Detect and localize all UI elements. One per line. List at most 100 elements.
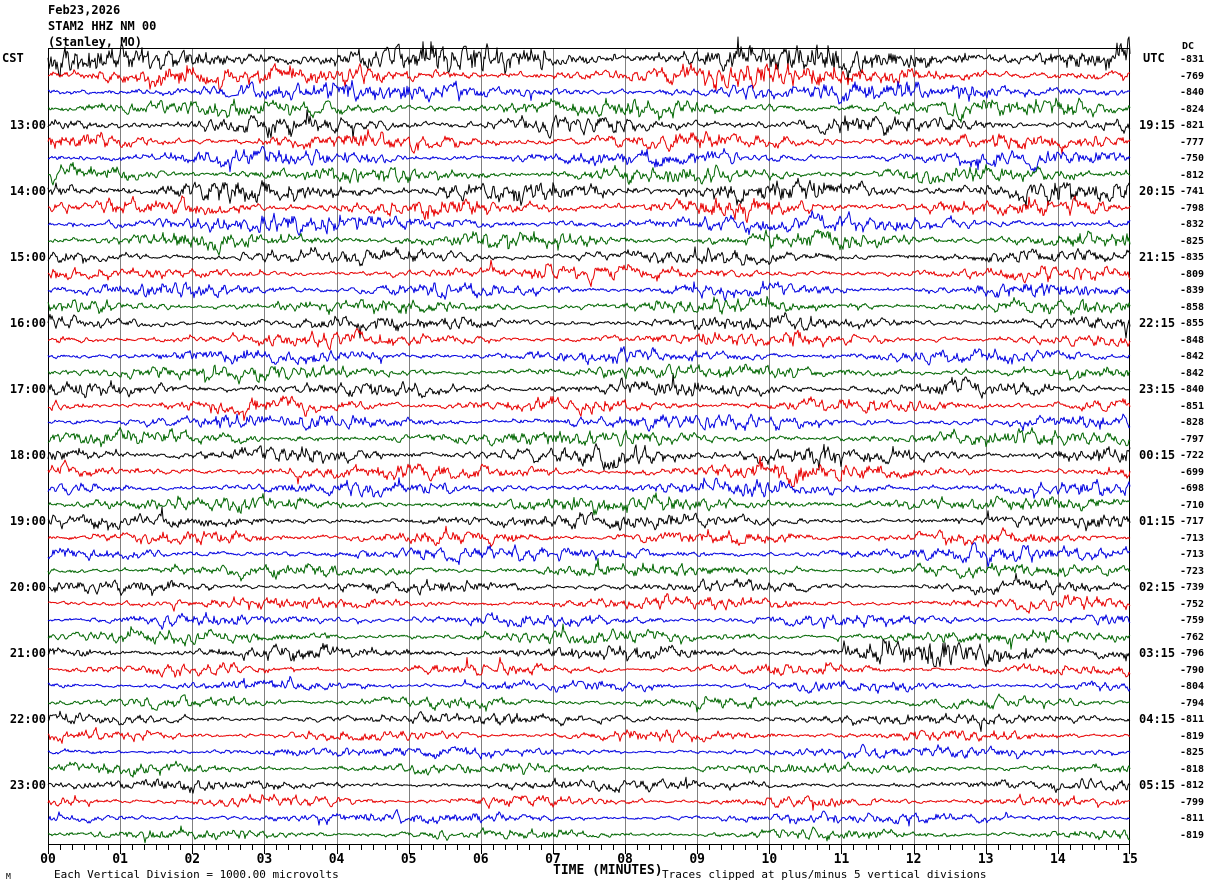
x-tick-label: 13 — [977, 852, 994, 867]
dc-offset-value: -818 — [1180, 763, 1205, 775]
dc-column-header: DC — [1182, 41, 1195, 52]
dc-offset-value: -835 — [1180, 252, 1205, 263]
trace-row-11 — [47, 210, 1131, 236]
left-axis-header: CST — [2, 51, 24, 65]
trace-row-32 — [47, 558, 1131, 582]
dc-offset-value: -858 — [1180, 301, 1205, 313]
trace-row-31 — [47, 542, 1131, 569]
dc-offset-value: -794 — [1180, 697, 1205, 709]
trace-row-33 — [47, 573, 1131, 597]
x-tick-label: 01 — [112, 852, 128, 867]
trace-row-46 — [47, 793, 1131, 811]
trace-row-34 — [48, 593, 1131, 614]
dc-offset-value: -821 — [1180, 120, 1205, 131]
trace-row-2 — [47, 63, 1131, 91]
trace-row-40 — [47, 693, 1130, 713]
x-tick-label: 06 — [472, 852, 489, 867]
trace-row-45 — [47, 776, 1131, 794]
dc-offset-value: -723 — [1180, 565, 1205, 577]
dc-offset-value: -741 — [1180, 186, 1205, 197]
trace-row-28 — [47, 492, 1130, 516]
trace-row-39 — [47, 675, 1131, 694]
dc-offset-value: -796 — [1180, 648, 1205, 659]
utc-time-label: 04:15 — [1139, 712, 1176, 726]
trace-row-47 — [47, 809, 1131, 827]
dc-offset-value: -828 — [1180, 417, 1205, 428]
dc-offset-value: -825 — [1180, 235, 1205, 247]
x-tick-label: 15 — [1122, 852, 1138, 867]
utc-time-label: 19:15 — [1139, 118, 1176, 132]
dc-offset-value: -848 — [1180, 334, 1205, 346]
trace-row-17 — [47, 312, 1131, 339]
dc-offset-value: -839 — [1180, 285, 1205, 296]
cst-time-label: 19:00 — [9, 514, 46, 528]
utc-time-label: 03:15 — [1139, 646, 1176, 660]
trace-row-26 — [47, 456, 1131, 487]
x-tick-label: 10 — [761, 852, 778, 867]
dc-offset-value: -713 — [1180, 532, 1205, 544]
cst-time-label: 14:00 — [9, 184, 46, 198]
dc-offset-value: -799 — [1180, 796, 1205, 808]
dc-offset-value: -769 — [1180, 70, 1205, 82]
utc-time-label: 20:15 — [1139, 184, 1176, 198]
x-tick-label: 04 — [328, 852, 345, 867]
dc-offset-value: -750 — [1180, 153, 1205, 164]
trace-row-29 — [47, 506, 1131, 532]
trace-row-3 — [47, 80, 1131, 105]
dc-offset-value: -762 — [1180, 631, 1205, 643]
cst-time-label: 23:00 — [9, 778, 46, 792]
trace-row-12 — [48, 229, 1131, 256]
right-axis-header: UTC — [1143, 51, 1165, 65]
trace-row-7 — [47, 146, 1131, 173]
trace-row-48 — [47, 825, 1131, 844]
trace-row-37 — [47, 639, 1131, 667]
utc-time-label: 00:15 — [1139, 448, 1176, 462]
plot-border — [48, 48, 1130, 845]
trace-row-13 — [47, 246, 1131, 267]
dc-offset-value: -812 — [1180, 780, 1205, 791]
dc-offset-value: -717 — [1180, 516, 1205, 527]
dc-offset-value: -804 — [1180, 681, 1205, 692]
x-tick-label: 08 — [617, 852, 633, 867]
utc-time-label: 01:15 — [1139, 514, 1176, 528]
trace-row-23 — [47, 413, 1131, 432]
utc-time-label: 23:15 — [1139, 382, 1176, 396]
trace-row-15 — [47, 280, 1131, 301]
trace-row-21 — [47, 374, 1131, 399]
x-tick-label: 12 — [905, 852, 922, 867]
x-tick-label: 03 — [256, 852, 273, 867]
trace-row-24 — [47, 427, 1131, 448]
x-tick-label: 00 — [40, 852, 56, 867]
dc-offset-value: -798 — [1180, 202, 1205, 214]
dc-offset-value: -739 — [1180, 582, 1205, 593]
utc-time-label: 05:15 — [1139, 778, 1176, 792]
trace-row-1 — [47, 36, 1131, 82]
cst-time-label: 21:00 — [9, 646, 46, 660]
station-id: STAM2 HHZ NM 00 — [48, 19, 157, 33]
cst-time-label: 18:00 — [9, 448, 46, 462]
trace-row-8 — [48, 162, 1131, 186]
dc-offset-value: -811 — [1180, 813, 1205, 824]
trace-row-25 — [47, 443, 1131, 471]
x-tick-label: 07 — [545, 852, 561, 867]
cst-time-label: 22:00 — [9, 712, 46, 726]
cst-time-label: 20:00 — [9, 580, 46, 594]
trace-row-14 — [47, 259, 1131, 287]
x-tick-label: 09 — [689, 852, 706, 867]
trace-row-30 — [47, 525, 1131, 547]
dc-offset-value: -811 — [1180, 714, 1205, 725]
x-tick-label: 05 — [400, 852, 417, 867]
cst-time-label: 13:00 — [9, 118, 46, 132]
dc-offset-value: -812 — [1180, 169, 1205, 181]
dc-offset-value: -855 — [1180, 318, 1205, 329]
trace-row-43 — [47, 743, 1131, 760]
dc-offset-value: -759 — [1180, 615, 1205, 626]
utc-time-label: 21:15 — [1139, 250, 1176, 264]
dc-offset-value: -699 — [1180, 466, 1205, 478]
trace-row-42 — [47, 727, 1130, 744]
trace-row-38 — [47, 656, 1131, 678]
dc-offset-value: -840 — [1180, 87, 1205, 98]
dc-offset-value: -819 — [1180, 730, 1205, 742]
dc-offset-value: -752 — [1180, 598, 1205, 610]
dc-offset-value: -832 — [1180, 219, 1205, 230]
